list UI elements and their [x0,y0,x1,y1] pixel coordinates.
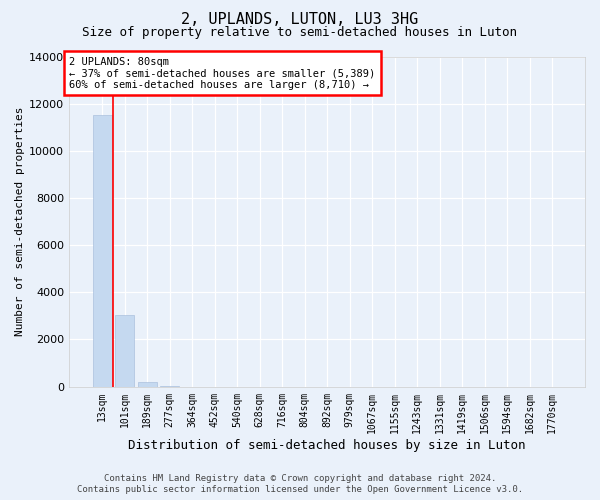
Text: 2 UPLANDS: 80sqm
← 37% of semi-detached houses are smaller (5,389)
60% of semi-d: 2 UPLANDS: 80sqm ← 37% of semi-detached … [69,56,376,90]
X-axis label: Distribution of semi-detached houses by size in Luton: Distribution of semi-detached houses by … [128,440,526,452]
Bar [137,382,157,386]
Text: Size of property relative to semi-detached houses in Luton: Size of property relative to semi-detach… [83,26,517,39]
Text: 2, UPLANDS, LUTON, LU3 3HG: 2, UPLANDS, LUTON, LU3 3HG [181,12,419,26]
Y-axis label: Number of semi-detached properties: Number of semi-detached properties [15,107,25,336]
Bar [115,314,134,386]
Bar [92,116,112,386]
Text: Contains HM Land Registry data © Crown copyright and database right 2024.
Contai: Contains HM Land Registry data © Crown c… [77,474,523,494]
